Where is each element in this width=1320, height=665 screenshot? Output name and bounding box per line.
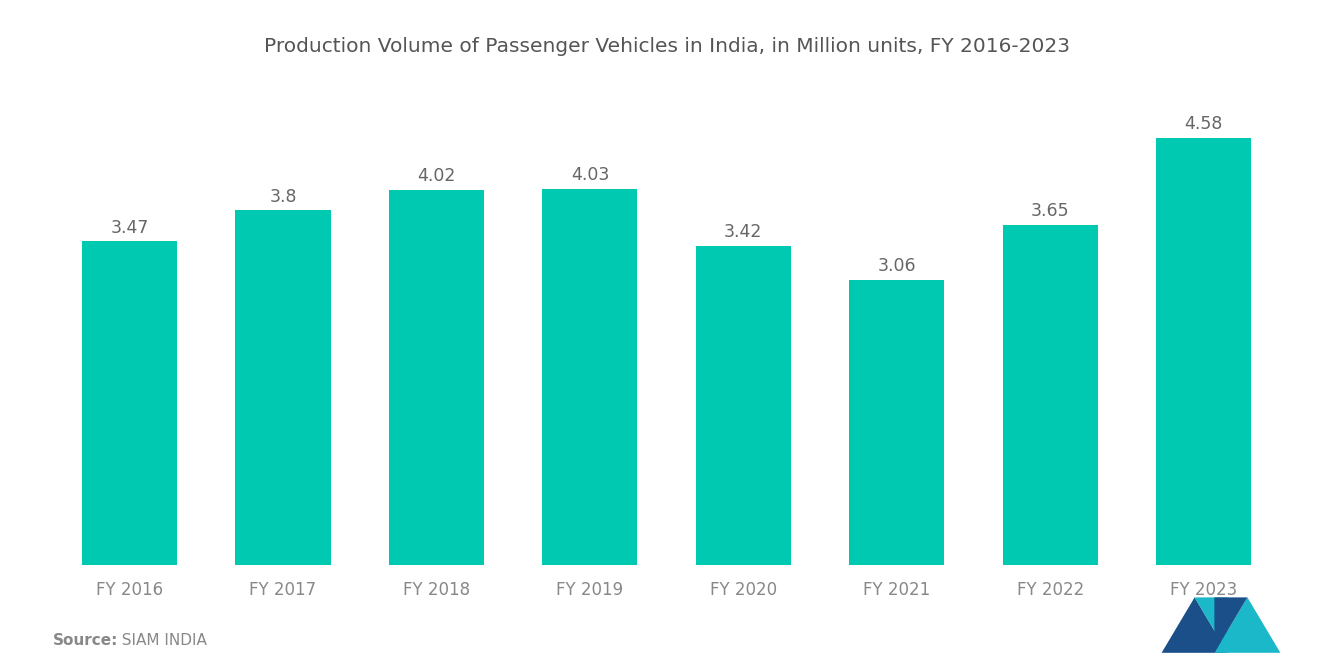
Text: 4.03: 4.03 (570, 166, 609, 184)
Text: 4.58: 4.58 (1184, 115, 1222, 133)
Text: 3.8: 3.8 (269, 188, 297, 206)
Text: SIAM INDIA: SIAM INDIA (112, 633, 207, 648)
Bar (1003, 225, 1098, 565)
Text: 4.02: 4.02 (417, 168, 455, 186)
Text: 3.42: 3.42 (725, 223, 763, 241)
Text: 3.47: 3.47 (111, 219, 149, 237)
Polygon shape (1214, 597, 1247, 653)
Text: 3.06: 3.06 (878, 257, 916, 275)
Polygon shape (1162, 597, 1228, 653)
Polygon shape (1214, 597, 1280, 653)
Title: Production Volume of Passenger Vehicles in India, in Million units, FY 2016-2023: Production Volume of Passenger Vehicles … (264, 37, 1069, 56)
Bar (696, 246, 791, 565)
Bar (849, 279, 944, 565)
Bar (543, 189, 638, 565)
Polygon shape (1195, 597, 1228, 653)
Text: Source:: Source: (53, 633, 119, 648)
Bar (235, 211, 330, 565)
Text: 3.65: 3.65 (1031, 202, 1069, 220)
Bar (1156, 138, 1251, 565)
Bar (82, 241, 177, 565)
Bar (389, 190, 484, 565)
